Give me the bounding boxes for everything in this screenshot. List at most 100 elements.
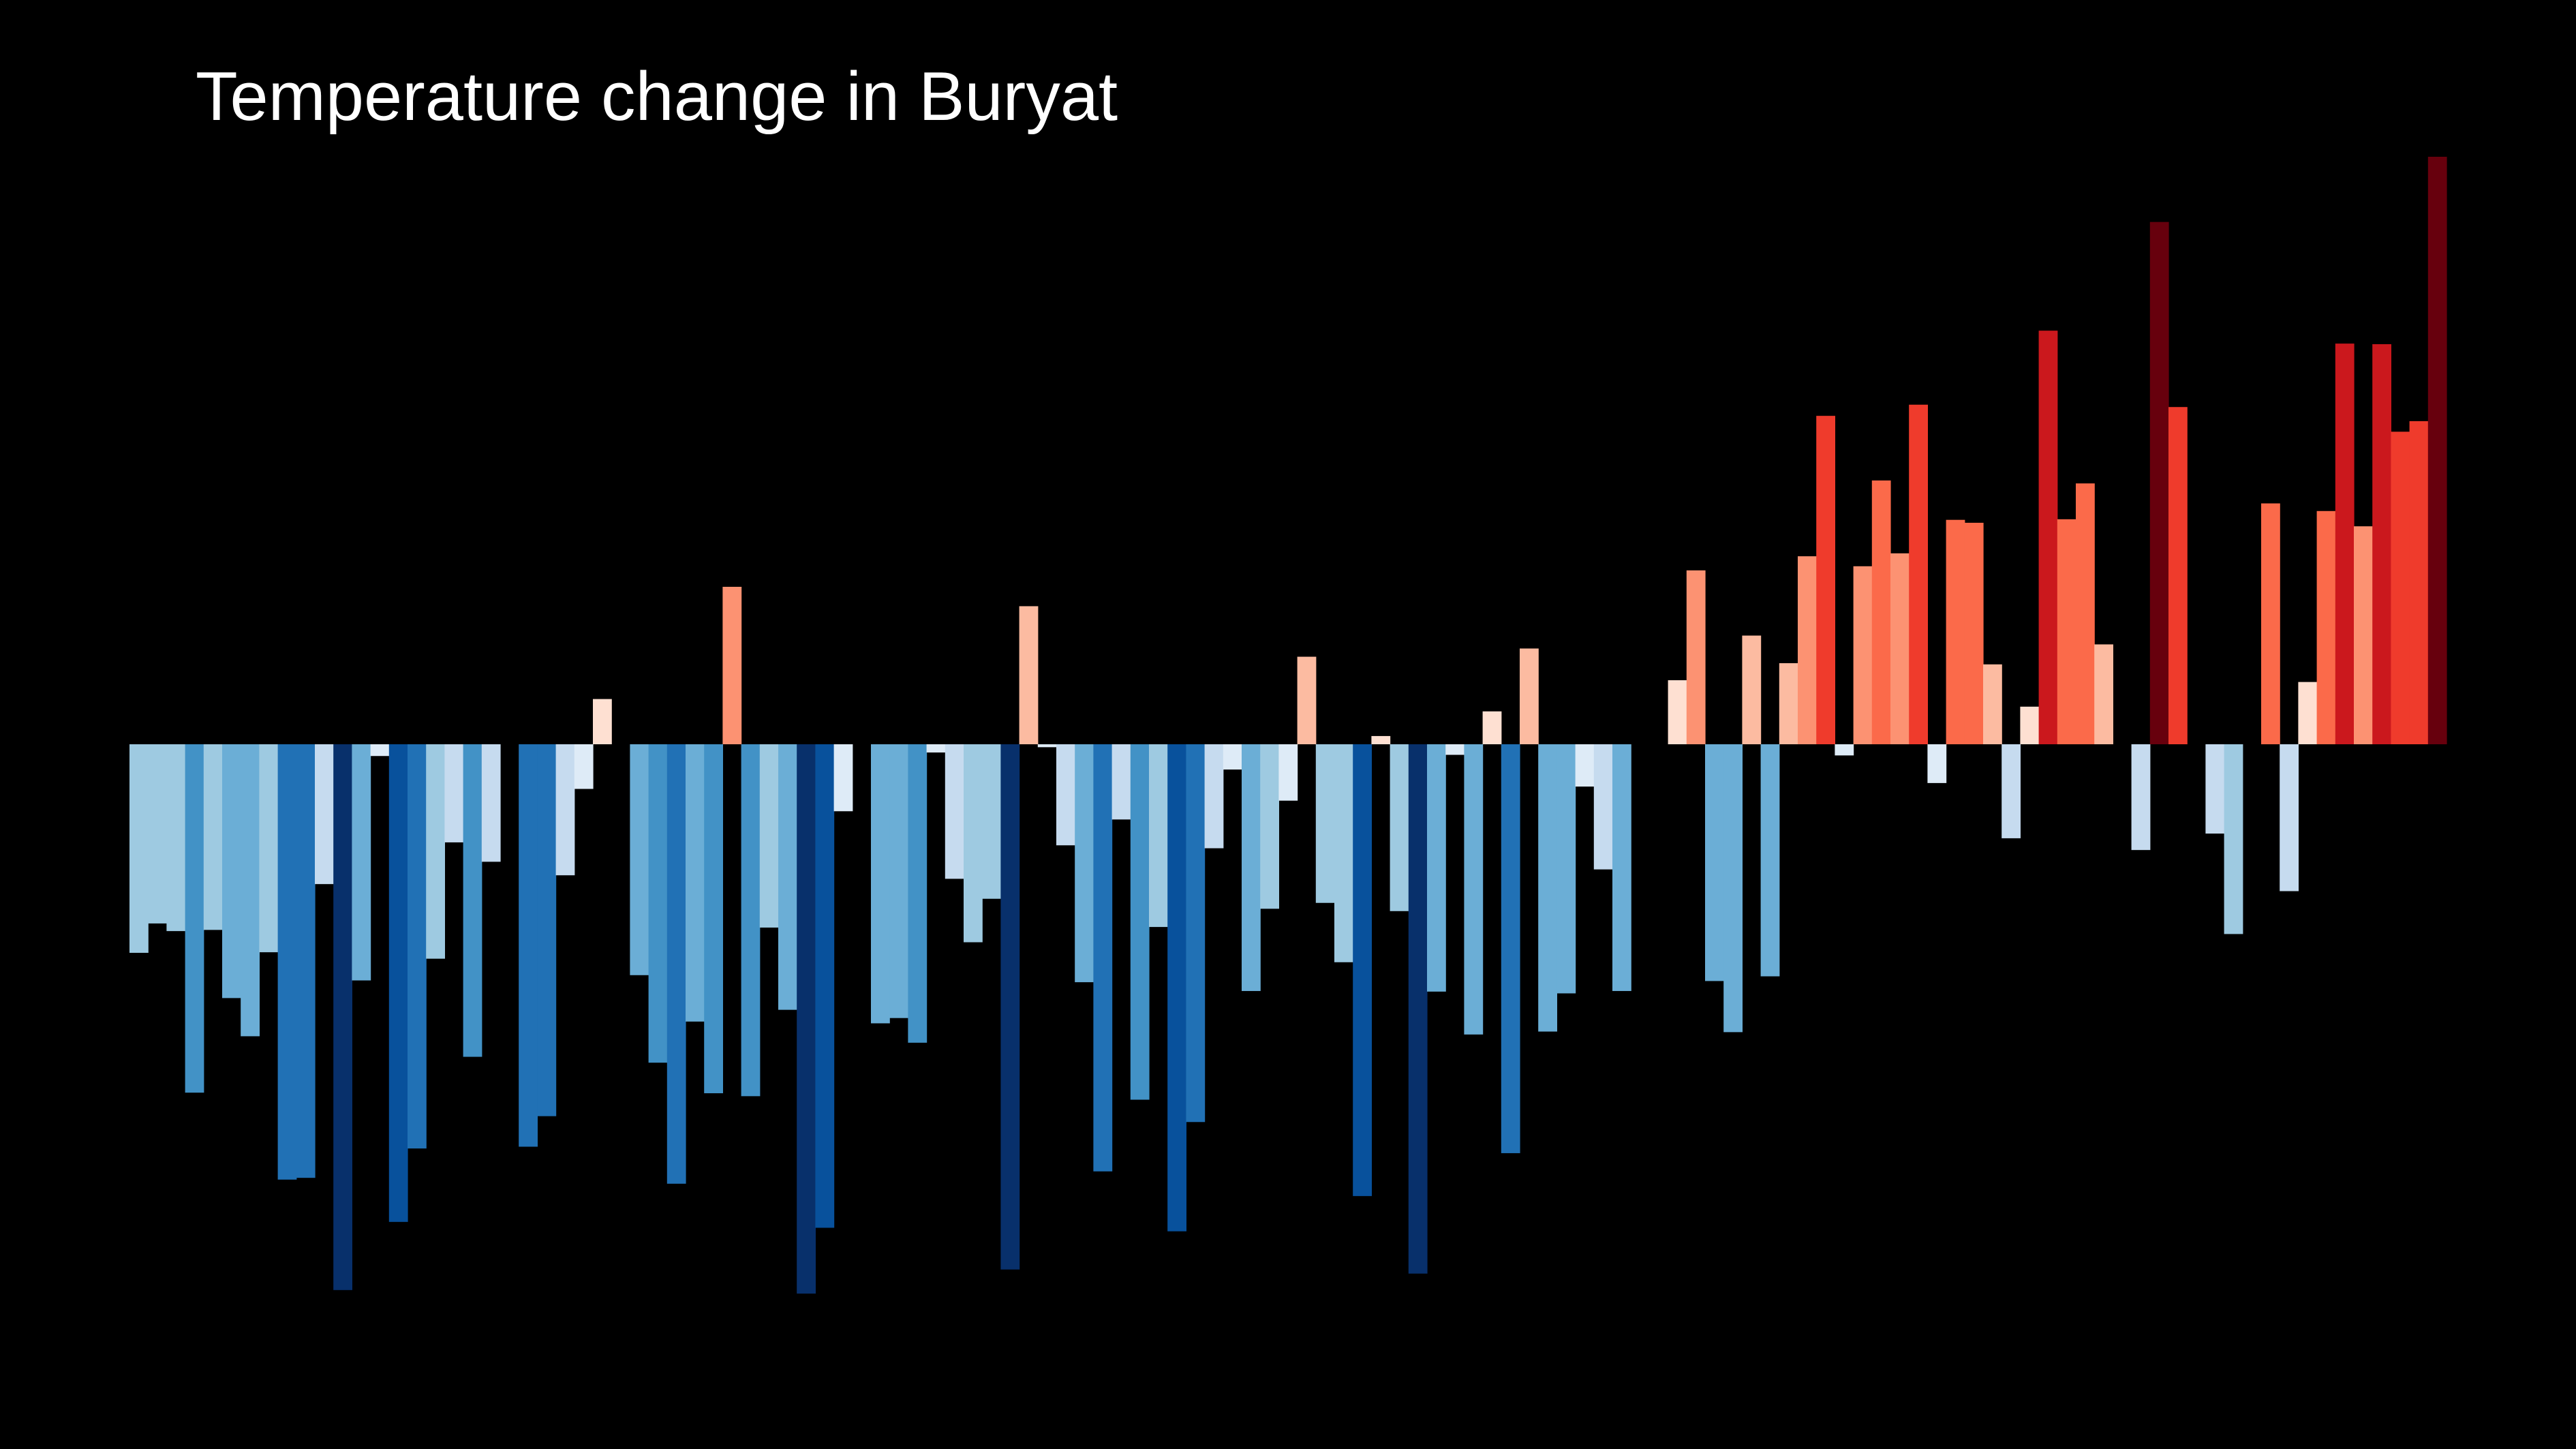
- bar-53: [1093, 744, 1113, 1172]
- bar-37: [797, 744, 816, 1294]
- bar-6: [222, 744, 241, 998]
- bar-14: [370, 744, 390, 757]
- bar-3: [166, 744, 186, 932]
- bar-101: [1983, 664, 2002, 744]
- bar-122: [2372, 344, 2391, 745]
- bar-70: [1408, 744, 1428, 1274]
- bar-58: [1186, 744, 1206, 1123]
- bar-43: [908, 744, 927, 1043]
- bar-11: [315, 744, 334, 885]
- bar-87: [1723, 744, 1743, 1033]
- bar-98: [1927, 744, 1947, 783]
- bar-91: [1798, 556, 1817, 744]
- bar-124: [2409, 421, 2429, 744]
- bar-110: [2149, 222, 2169, 744]
- bar-50: [1037, 744, 1057, 748]
- bar-88: [1742, 635, 1762, 744]
- bar-18: [444, 744, 464, 842]
- bar-113: [2205, 744, 2225, 834]
- bar-23: [537, 744, 557, 1116]
- bar-78: [1557, 744, 1576, 994]
- bar-17: [426, 744, 445, 959]
- bar-42: [889, 744, 908, 1018]
- bar-86: [1705, 744, 1724, 981]
- bar-107: [2094, 644, 2113, 744]
- bar-47: [982, 744, 1001, 899]
- bar-44: [926, 744, 946, 753]
- bar-41: [871, 744, 890, 1024]
- bar-4: [185, 744, 204, 1093]
- bar-57: [1167, 744, 1186, 1232]
- bar-20: [481, 744, 501, 862]
- bar-30: [666, 744, 686, 1184]
- bar-104: [2038, 331, 2058, 744]
- bar-106: [2076, 483, 2095, 744]
- bar-77: [1538, 744, 1557, 1032]
- bar-76: [1520, 648, 1539, 744]
- bar-31: [686, 744, 705, 1022]
- bar-68: [1371, 735, 1391, 744]
- bar-60: [1223, 744, 1242, 770]
- bar-73: [1464, 744, 1484, 1035]
- bar-105: [2057, 519, 2076, 744]
- bar-81: [1612, 744, 1631, 992]
- bar-48: [1000, 744, 1020, 1270]
- bar-62: [1260, 744, 1279, 909]
- bar-94: [1853, 566, 1873, 744]
- bar-13: [352, 744, 371, 981]
- bar-125: [2427, 157, 2447, 744]
- bar-54: [1111, 744, 1131, 820]
- bar-114: [2224, 744, 2243, 934]
- bar-95: [1871, 480, 1891, 744]
- bar-117: [2280, 744, 2299, 891]
- bar-34: [741, 744, 761, 1097]
- bar-93: [1835, 744, 1854, 756]
- bar-26: [593, 699, 612, 744]
- bar-45: [945, 744, 964, 879]
- bar-121: [2354, 526, 2373, 744]
- bar-85: [1686, 570, 1706, 744]
- bar-39: [833, 744, 853, 812]
- chart-title: Temperature change in Buryat: [196, 59, 1118, 135]
- bar-61: [1242, 744, 1261, 992]
- bar-52: [1075, 744, 1094, 983]
- bar-25: [574, 744, 594, 789]
- bar-89: [1760, 744, 1780, 977]
- bar-65: [1315, 744, 1335, 903]
- bar-36: [778, 744, 797, 1010]
- bars-group: [129, 157, 2447, 1294]
- bar-90: [1779, 663, 1798, 744]
- bar-75: [1501, 744, 1520, 1153]
- bar-5: [203, 744, 223, 930]
- bar-118: [2298, 682, 2318, 744]
- bar-74: [1482, 711, 1502, 744]
- bar-46: [964, 744, 983, 943]
- bar-24: [555, 744, 575, 876]
- bar-72: [1445, 744, 1465, 755]
- bar-64: [1297, 656, 1317, 744]
- bar-92: [1816, 416, 1835, 744]
- bar-15: [388, 744, 408, 1222]
- bar-38: [815, 744, 835, 1228]
- bar-97: [1909, 404, 1928, 744]
- bar-71: [1427, 744, 1446, 992]
- bar-63: [1278, 744, 1298, 801]
- bar-99: [1946, 519, 1965, 744]
- bar-12: [333, 744, 352, 1290]
- bar-8: [259, 744, 279, 953]
- bar-22: [519, 744, 538, 1147]
- bar-120: [2335, 344, 2355, 744]
- bar-2: [148, 744, 167, 924]
- bar-111: [2168, 407, 2188, 744]
- bar-84: [1668, 680, 1687, 744]
- bar-67: [1353, 744, 1372, 1196]
- bar-103: [2020, 706, 2040, 744]
- bar-51: [1056, 744, 1075, 846]
- bar-29: [648, 744, 668, 1063]
- bar-66: [1334, 744, 1353, 962]
- bar-10: [296, 744, 316, 1178]
- bar-119: [2316, 510, 2336, 744]
- bar-35: [759, 744, 779, 928]
- bar-1: [129, 744, 149, 954]
